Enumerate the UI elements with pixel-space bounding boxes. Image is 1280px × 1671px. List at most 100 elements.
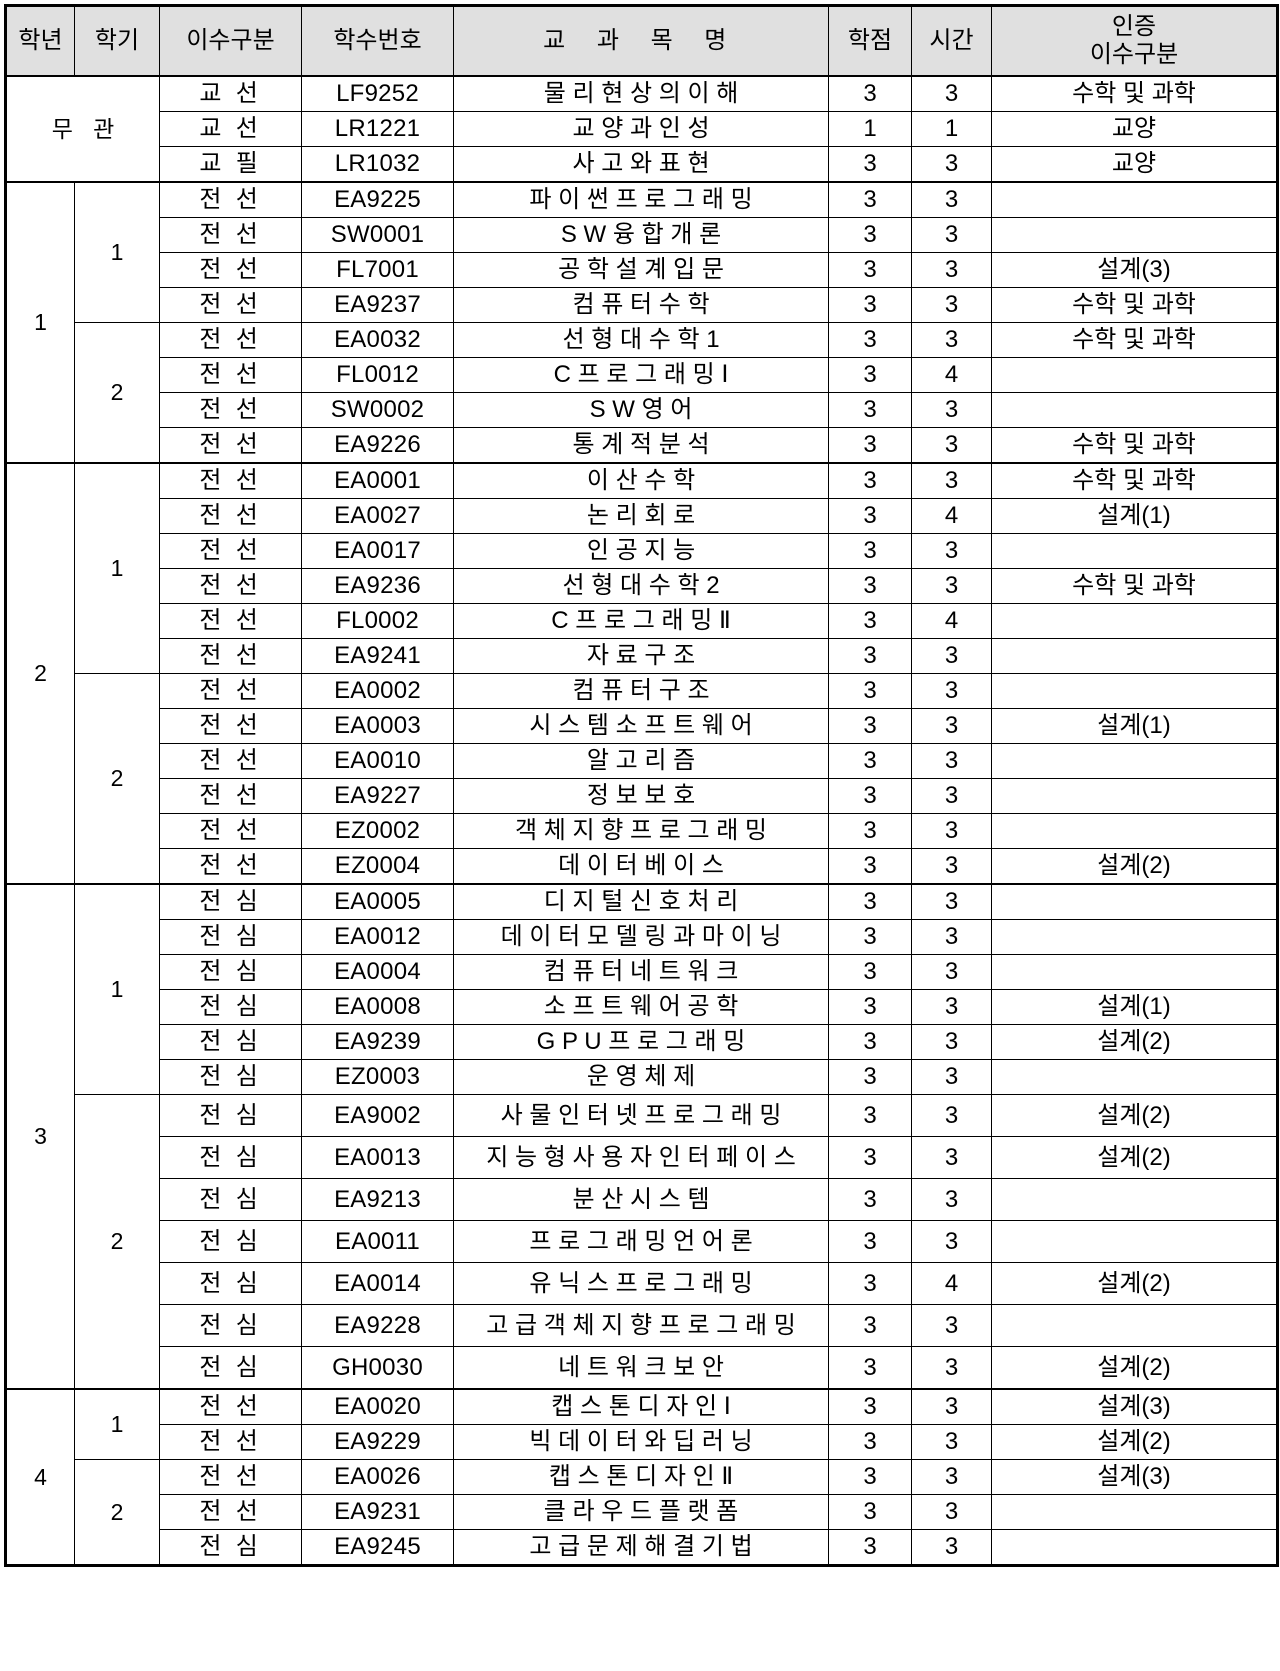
- course-type-cell: 전 선: [159, 498, 302, 534]
- course-code-cell: EA9002: [301, 1094, 454, 1137]
- table-row: 전 심 EA0008 소 프 트 웨 어 공 학 3 3 설계(1): [6, 989, 1278, 1025]
- course-name-cell: 데 이 터 모 델 링 과 마 이 닝: [453, 919, 829, 955]
- course-code-cell: EA0002: [301, 673, 454, 709]
- table-row: 전 선 EA9237 컴 퓨 터 수 학 3 3 수학 및 과학: [6, 287, 1278, 323]
- course-code-cell: EA0032: [301, 322, 454, 358]
- column-header-hours: 시간: [911, 5, 992, 77]
- course-code-cell: EA0011: [301, 1220, 454, 1263]
- certification-cell: 설계(2): [991, 1094, 1278, 1137]
- hours-cell: 3: [911, 75, 992, 112]
- course-name-cell: 컴 퓨 터 구 조: [453, 673, 829, 709]
- certification-cell: [991, 673, 1278, 709]
- course-name-cell: 빅 데 이 터 와 딥 러 닝: [453, 1424, 829, 1460]
- certification-header-line1: 인증: [1111, 13, 1157, 41]
- credit-cell: 3: [828, 1304, 912, 1347]
- table-row: 전 심 EA0013 지 능 형 사 용 자 인 터 페 이 스 3 3 설계(2): [6, 1136, 1278, 1179]
- credit-cell: 3: [828, 1529, 912, 1566]
- hours-cell: 3: [911, 954, 992, 990]
- course-name-cell: 객 체 지 향 프 로 그 래 밍: [453, 813, 829, 849]
- year-cell: 4: [5, 1388, 75, 1566]
- course-type-cell: 전 심: [159, 954, 302, 990]
- course-code-cell: EA9213: [301, 1178, 454, 1221]
- course-code-cell: FL0012: [301, 357, 454, 393]
- course-name-cell: 데 이 터 베 이 스: [453, 848, 829, 885]
- course-code-cell: EA9239: [301, 1024, 454, 1060]
- course-name-cell: 소 프 트 웨 어 공 학: [453, 989, 829, 1025]
- course-name-cell: 클 라 우 드 플 랫 폼: [453, 1494, 829, 1530]
- course-name-cell: 유 닉 스 프 로 그 래 밍: [453, 1262, 829, 1305]
- term-cell: 2: [74, 1459, 160, 1566]
- certification-cell: [991, 743, 1278, 779]
- course-code-cell: EA9228: [301, 1304, 454, 1347]
- course-name-cell: 지 능 형 사 용 자 인 터 페 이 스: [453, 1136, 829, 1179]
- hours-cell: 3: [911, 813, 992, 849]
- course-code-cell: EA0026: [301, 1459, 454, 1495]
- course-type-cell: 전 심: [159, 1304, 302, 1347]
- credit-cell: 3: [828, 1024, 912, 1060]
- course-code-cell: EZ0003: [301, 1059, 454, 1095]
- hours-cell: 4: [911, 603, 992, 639]
- credit-cell: 3: [828, 708, 912, 744]
- course-code-cell: EA0020: [301, 1388, 454, 1425]
- certification-cell: 설계(2): [991, 1262, 1278, 1305]
- certification-cell: 교양: [991, 111, 1278, 147]
- certification-cell: 수학 및 과학: [991, 462, 1278, 499]
- credit-cell: 3: [828, 1094, 912, 1137]
- hours-cell: 3: [911, 848, 992, 885]
- credit-cell: 3: [828, 1262, 912, 1305]
- course-type-cell: 전 선: [159, 1494, 302, 1530]
- credit-cell: 3: [828, 919, 912, 955]
- hours-cell: 3: [911, 1459, 992, 1495]
- credit-cell: 3: [828, 673, 912, 709]
- course-type-cell: 전 심: [159, 1024, 302, 1060]
- hours-cell: 3: [911, 146, 992, 183]
- certification-cell: [991, 357, 1278, 393]
- credit-cell: 3: [828, 813, 912, 849]
- course-type-cell: 전 선: [159, 673, 302, 709]
- course-name-cell: 캡 스 톤 디 자 인 Ⅱ: [453, 1459, 829, 1495]
- credit-cell: 3: [828, 1346, 912, 1390]
- course-name-cell: 분 산 시 스 템: [453, 1178, 829, 1221]
- table-row: 전 심 GH0030 네 트 워 크 보 안 3 3 설계(2): [6, 1346, 1278, 1390]
- hours-cell: 3: [911, 252, 992, 288]
- course-code-cell: EA9226: [301, 427, 454, 464]
- credit-cell: 3: [828, 1388, 912, 1425]
- hours-cell: 3: [911, 638, 992, 674]
- course-code-cell: EA0013: [301, 1136, 454, 1179]
- hours-cell: 3: [911, 1424, 992, 1460]
- certification-header-line2: 이수구분: [1089, 41, 1179, 68]
- credit-cell: 3: [828, 392, 912, 428]
- certification-cell: 수학 및 과학: [991, 568, 1278, 604]
- column-header-code: 학수번호: [301, 5, 454, 77]
- hours-cell: 3: [911, 989, 992, 1025]
- hours-cell: 3: [911, 1178, 992, 1221]
- course-type-cell: 전 선: [159, 533, 302, 569]
- table-row: 전 선 EA9226 통 계 적 분 석 3 3 수학 및 과학: [6, 427, 1278, 464]
- course-type-cell: 전 선: [159, 181, 302, 218]
- credit-cell: 1: [828, 111, 912, 147]
- credit-cell: 3: [828, 1220, 912, 1263]
- certification-cell: [991, 603, 1278, 639]
- certification-cell: 설계(2): [991, 1136, 1278, 1179]
- certification-cell: [991, 778, 1278, 814]
- table-row: 전 선 FL7001 공 학 설 계 입 문 3 3 설계(3): [6, 252, 1278, 288]
- certification-cell: [991, 1304, 1278, 1347]
- table-row: 전 심 EA0014 유 닉 스 프 로 그 래 밍 3 4 설계(2): [6, 1262, 1278, 1305]
- course-type-cell: 전 선: [159, 568, 302, 604]
- course-type-cell: 교 선: [159, 111, 302, 147]
- certification-cell: [991, 217, 1278, 253]
- hours-cell: 3: [911, 217, 992, 253]
- course-type-cell: 전 선: [159, 217, 302, 253]
- course-type-cell: 전 선: [159, 603, 302, 639]
- course-code-cell: LR1032: [301, 146, 454, 183]
- course-type-cell: 전 선: [159, 848, 302, 885]
